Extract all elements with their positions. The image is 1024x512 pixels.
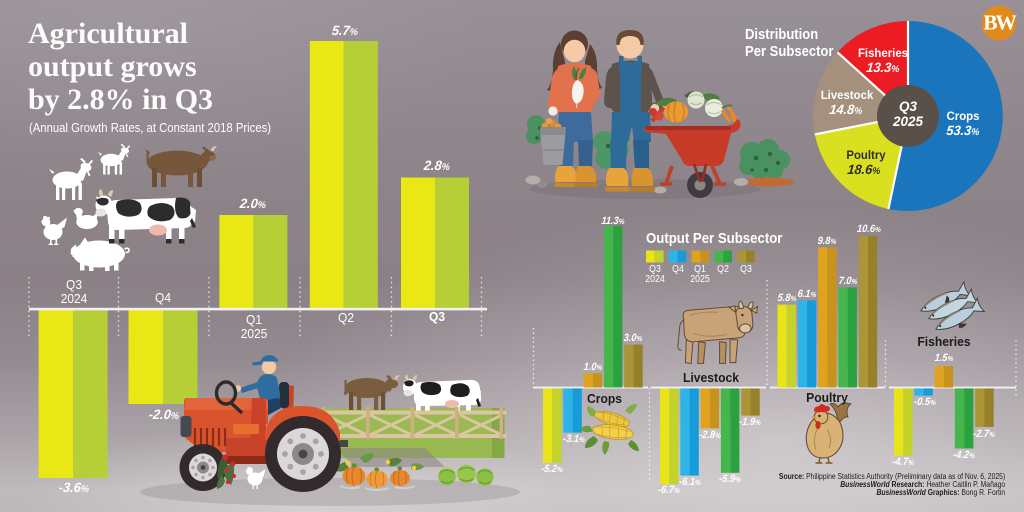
svg-text:BW: BW bbox=[983, 11, 1017, 35]
